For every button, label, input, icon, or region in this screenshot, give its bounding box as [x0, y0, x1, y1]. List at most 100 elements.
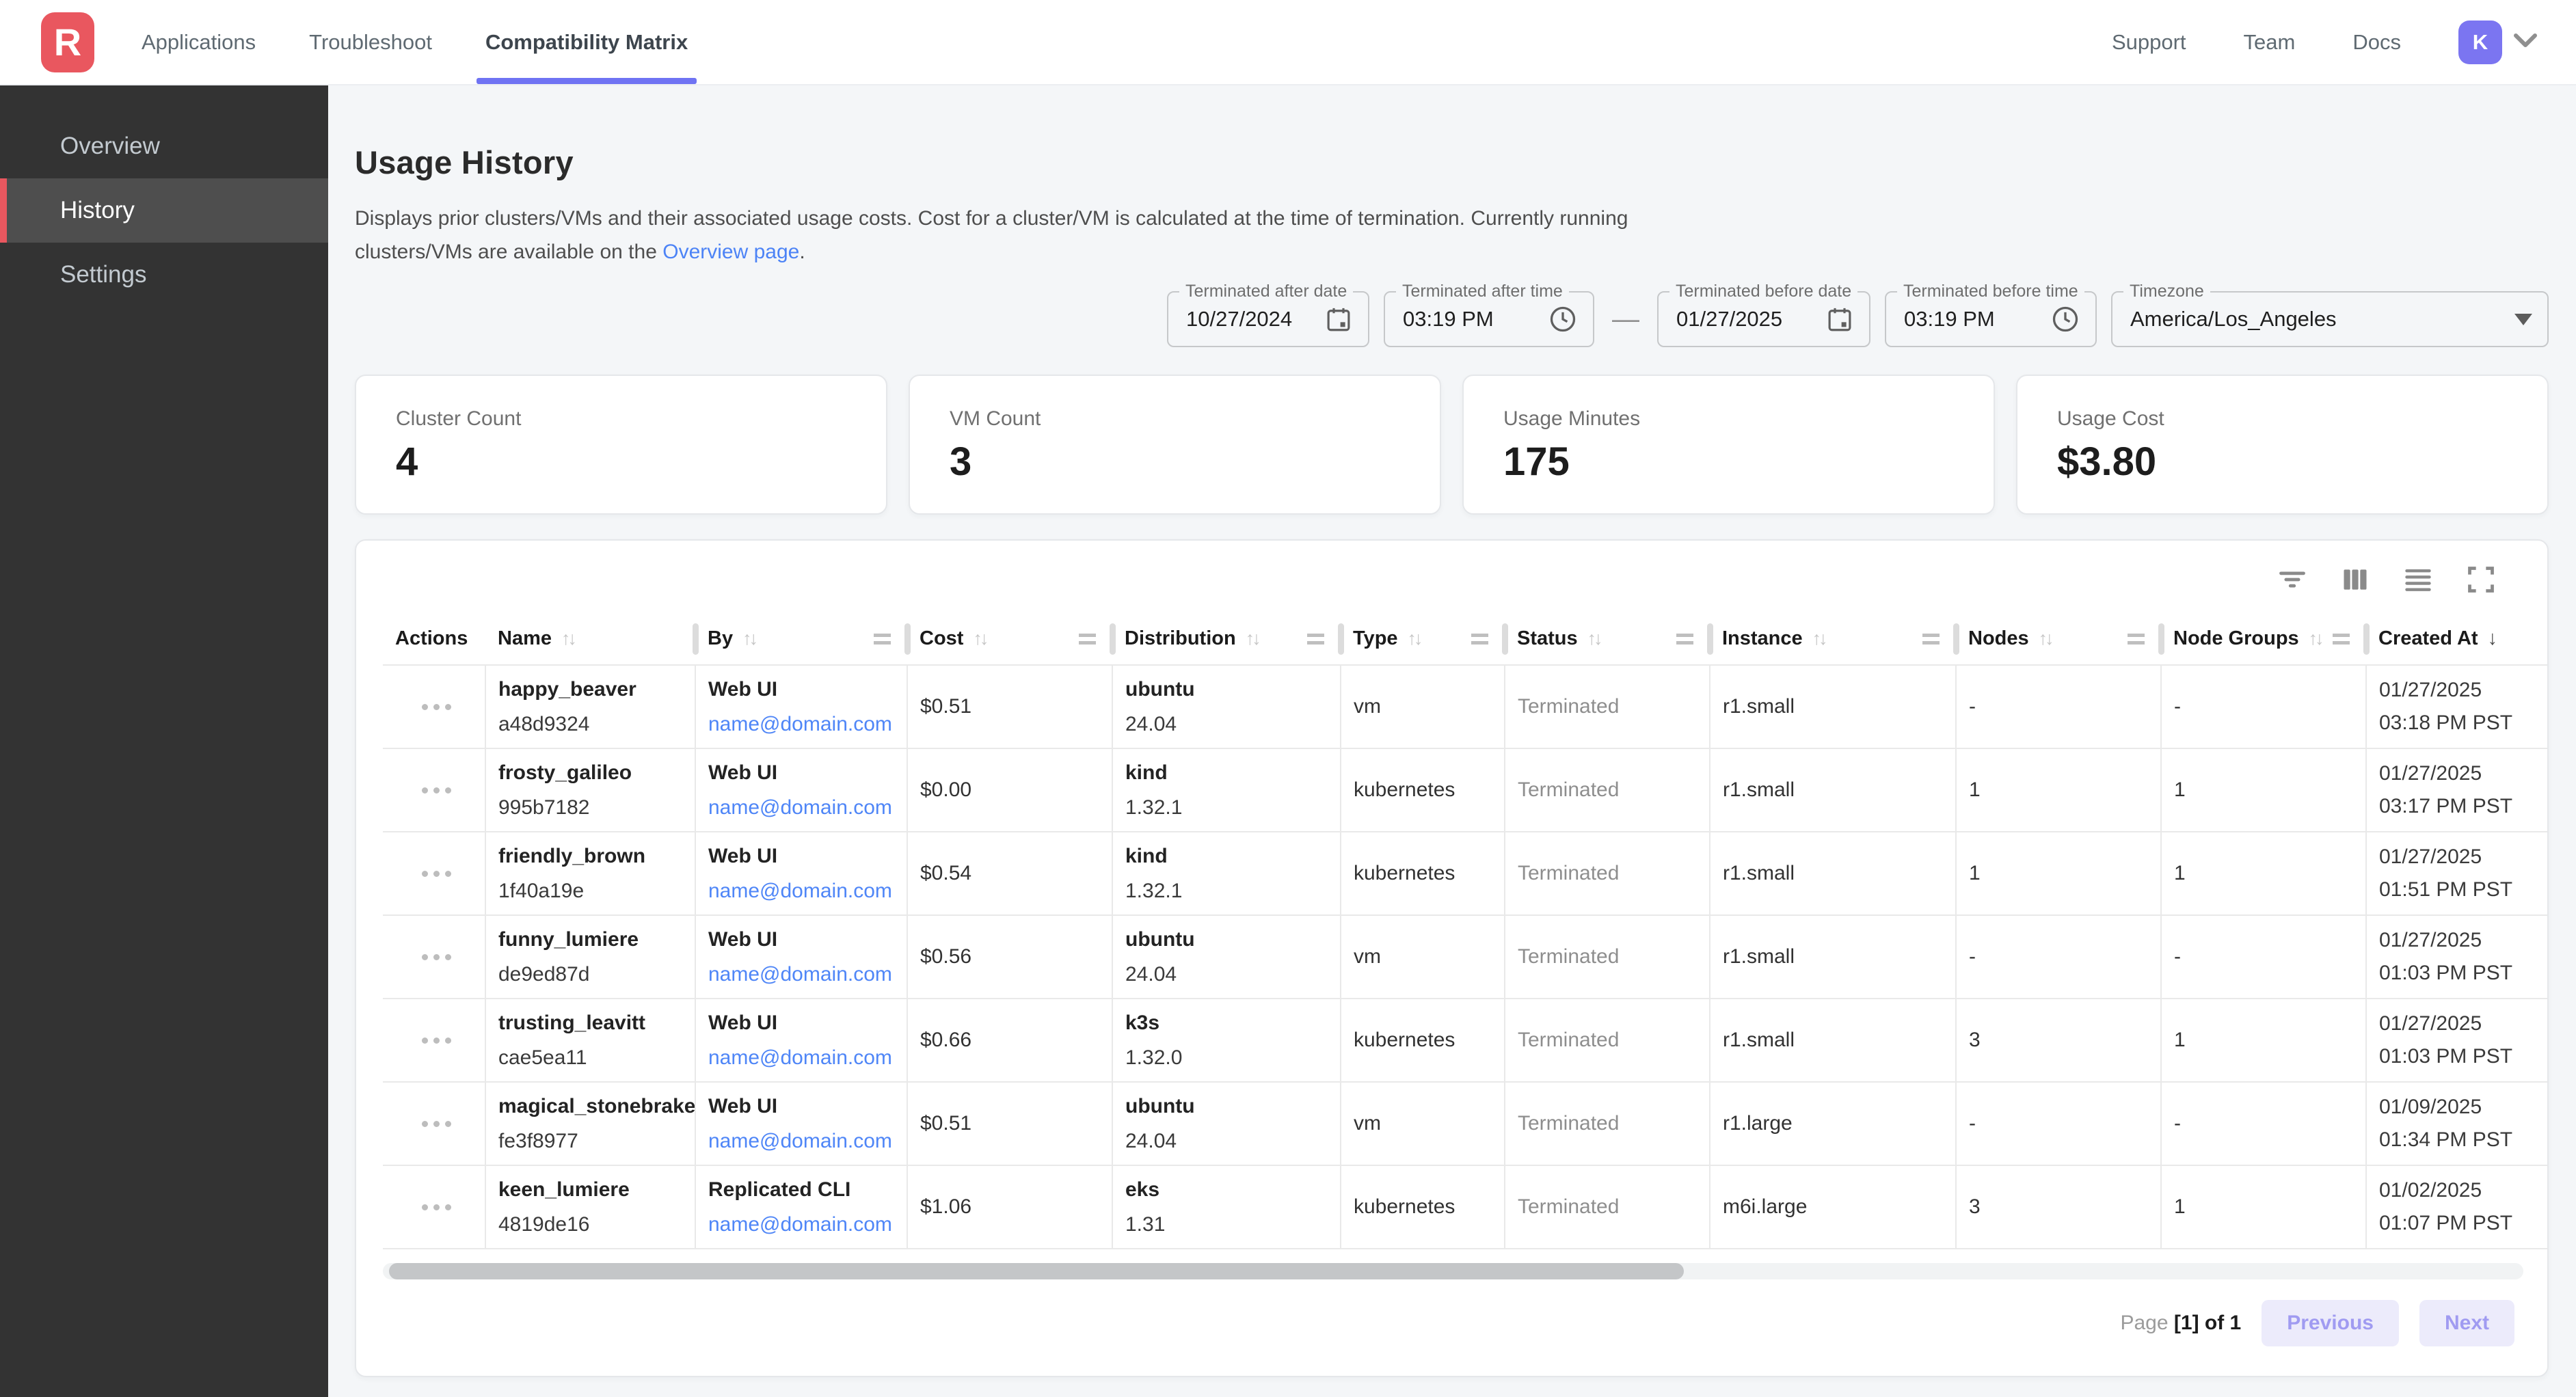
- created-time: 03:17 PM PST: [2379, 795, 2543, 818]
- cell-status: Terminated: [1505, 665, 1710, 748]
- row-actions-button[interactable]: [395, 1121, 478, 1127]
- column-menu-icon[interactable]: [1079, 634, 1096, 645]
- created-by-source: Web UI: [708, 845, 900, 868]
- dot-icon: [422, 871, 428, 877]
- sort-icon[interactable]: ↑↓: [973, 628, 986, 649]
- col-header-cost[interactable]: Cost↑↓: [907, 613, 1112, 665]
- cell-cost: $0.00: [907, 748, 1112, 832]
- density-icon[interactable]: [2402, 564, 2434, 595]
- table-row: friendly_brown1f40a19eWeb UIname@domain.…: [383, 832, 2549, 915]
- dot-icon: [422, 954, 428, 960]
- user-menu[interactable]: K: [2458, 21, 2538, 64]
- col-header-created-at[interactable]: Created At↓: [2366, 613, 2549, 665]
- dropdown-arrow-icon[interactable]: [2514, 314, 2532, 325]
- created-by-email[interactable]: name@domain.com: [708, 1046, 892, 1069]
- nav-link-docs[interactable]: Docs: [2352, 30, 2401, 55]
- sort-icon[interactable]: ↑↓: [1246, 628, 1259, 649]
- filter-icon[interactable]: [2277, 564, 2308, 595]
- distribution-name: ubuntu: [1125, 1095, 1333, 1118]
- clock-icon[interactable]: [2050, 304, 2080, 334]
- created-time: 03:18 PM PST: [2379, 711, 2543, 735]
- filter-terminated-before-time[interactable]: Terminated before time03:19 PM: [1885, 291, 2097, 347]
- col-header-distribution[interactable]: Distribution↑↓: [1112, 613, 1341, 665]
- dot-icon: [445, 787, 451, 794]
- filter-terminated-before-date[interactable]: Terminated before date01/27/2025: [1657, 291, 1870, 347]
- cell-by: Web UIname@domain.com: [695, 665, 907, 748]
- row-actions-button[interactable]: [395, 1037, 478, 1044]
- col-header-status[interactable]: Status↑↓: [1505, 613, 1710, 665]
- col-header-instance[interactable]: Instance↑↓: [1710, 613, 1956, 665]
- previous-button[interactable]: Previous: [2262, 1300, 2399, 1346]
- sidebar-item-overview[interactable]: Overview: [0, 114, 328, 178]
- column-menu-icon[interactable]: [1307, 634, 1324, 645]
- created-by-email[interactable]: name@domain.com: [708, 796, 892, 819]
- dot-icon: [433, 1037, 440, 1044]
- column-menu-icon[interactable]: [1471, 634, 1488, 645]
- tab-applications[interactable]: Applications: [115, 0, 282, 84]
- tab-compatibility-matrix[interactable]: Compatibility Matrix: [459, 0, 714, 84]
- column-menu-icon[interactable]: [1676, 634, 1693, 645]
- dot-icon: [422, 787, 428, 794]
- created-by-email[interactable]: name@domain.com: [708, 963, 892, 986]
- created-by-email[interactable]: name@domain.com: [708, 1213, 892, 1236]
- col-header-type[interactable]: Type↑↓: [1341, 613, 1505, 665]
- overview-page-link[interactable]: Overview page: [662, 241, 799, 263]
- horizontal-scrollbar-track[interactable]: [383, 1263, 2523, 1279]
- created-date: 01/27/2025: [2379, 679, 2543, 702]
- tab-troubleshoot[interactable]: Troubleshoot: [282, 0, 459, 84]
- clock-icon[interactable]: [1548, 304, 1578, 334]
- row-actions-button[interactable]: [395, 954, 478, 960]
- nav-link-support[interactable]: Support: [2112, 30, 2186, 55]
- cell-created-at: 01/27/202503:17 PM PST: [2366, 748, 2549, 832]
- column-menu-icon[interactable]: [1922, 634, 1940, 645]
- sort-icon[interactable]: ↑↓: [742, 628, 755, 649]
- nav-link-team[interactable]: Team: [2244, 30, 2296, 55]
- dot-icon: [445, 1204, 451, 1210]
- filter-timezone[interactable]: TimezoneAmerica/Los_Angeles: [2111, 291, 2549, 347]
- col-header-node-groups[interactable]: Node Groups↑↓: [2161, 613, 2366, 665]
- dot-icon: [422, 704, 428, 710]
- fullscreen-icon[interactable]: [2465, 564, 2497, 595]
- sort-icon[interactable]: ↑↓: [1812, 628, 1825, 649]
- col-header-name[interactable]: Name↑↓: [485, 613, 695, 665]
- sort-desc-icon[interactable]: ↓: [2488, 627, 2498, 650]
- sort-icon[interactable]: ↑↓: [1408, 628, 1421, 649]
- horizontal-scrollbar-thumb[interactable]: [389, 1263, 1684, 1279]
- row-actions-button[interactable]: [395, 704, 478, 710]
- top-nav: R ApplicationsTroubleshootCompatibility …: [0, 0, 2576, 85]
- calendar-icon[interactable]: [1825, 305, 1854, 334]
- sort-icon[interactable]: ↑↓: [2309, 628, 2322, 649]
- sort-icon[interactable]: ↑↓: [2039, 628, 2052, 649]
- col-header-by[interactable]: By↑↓: [695, 613, 907, 665]
- cluster-id: 995b7182: [498, 796, 688, 819]
- cluster-id: a48d9324: [498, 713, 688, 736]
- col-header-nodes[interactable]: Nodes↑↓: [1956, 613, 2161, 665]
- row-actions-button[interactable]: [395, 787, 478, 794]
- columns-icon[interactable]: [2339, 564, 2371, 595]
- sidebar-item-settings[interactable]: Settings: [0, 243, 328, 307]
- dot-icon: [445, 704, 451, 710]
- column-menu-icon[interactable]: [2128, 634, 2145, 645]
- sort-icon[interactable]: ↑↓: [561, 628, 574, 649]
- created-by-email[interactable]: name@domain.com: [708, 880, 892, 902]
- filter-label: Terminated after date: [1179, 282, 1353, 301]
- created-by-email[interactable]: name@domain.com: [708, 1130, 892, 1152]
- next-button[interactable]: Next: [2419, 1300, 2514, 1346]
- replicated-logo[interactable]: R: [41, 12, 94, 72]
- distribution-name: eks: [1125, 1178, 1333, 1202]
- filter-terminated-after-time[interactable]: Terminated after time03:19 PM: [1384, 291, 1594, 347]
- column-menu-icon[interactable]: [874, 634, 891, 645]
- filter-terminated-after-date[interactable]: Terminated after date10/27/2024: [1167, 291, 1369, 347]
- chevron-down-icon[interactable]: [2513, 33, 2538, 51]
- row-actions-button[interactable]: [395, 1204, 478, 1210]
- sidebar-item-history[interactable]: History: [0, 178, 328, 243]
- calendar-icon[interactable]: [1324, 305, 1353, 334]
- row-actions-button[interactable]: [395, 871, 478, 877]
- table-body: happy_beavera48d9324Web UIname@domain.co…: [383, 665, 2549, 1249]
- sort-icon[interactable]: ↑↓: [1587, 628, 1600, 649]
- cell-instance: r1.small: [1710, 748, 1956, 832]
- column-menu-icon[interactable]: [2333, 634, 2350, 645]
- avatar[interactable]: K: [2458, 21, 2502, 64]
- cell-cost: $0.54: [907, 832, 1112, 915]
- created-by-email[interactable]: name@domain.com: [708, 713, 892, 735]
